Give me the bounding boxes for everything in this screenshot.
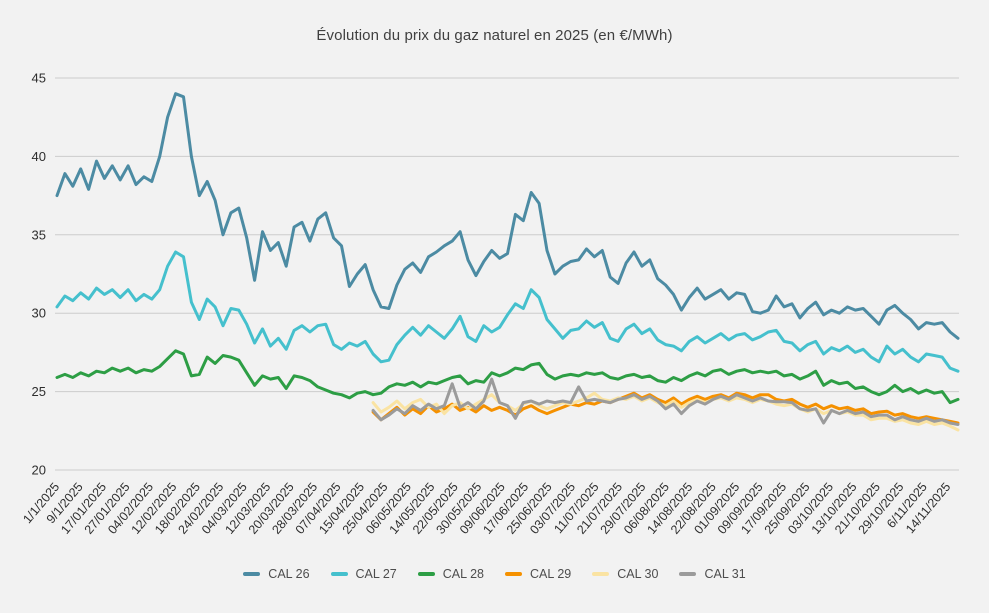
legend-label-cal-30: CAL 30: [617, 567, 659, 581]
legend-item-cal-26: CAL 26: [243, 567, 310, 581]
series-line-cal-26: [55, 92, 960, 340]
legend-label-cal-31: CAL 31: [704, 567, 746, 581]
legend-item-cal-27: CAL 27: [330, 567, 397, 581]
legend-label-cal-28: CAL 28: [442, 567, 484, 581]
y-axis-label: 20: [32, 463, 46, 478]
legend-swatch-cal-29: [505, 572, 522, 576]
series-line-cal-27: [55, 250, 960, 373]
legend-item-cal-29: CAL 29: [505, 567, 571, 581]
legend-swatch-cal-28: [417, 572, 435, 576]
legend: CAL 26 CAL 27 CAL 28 CAL 29 CAL 30 CAL 31: [0, 567, 989, 581]
series-line-cal-30: [371, 391, 960, 432]
series-line-cal-31: [371, 377, 960, 426]
chart-title: Évolution du prix du gaz naturel en 2025…: [316, 27, 673, 44]
legend-item-cal-28: CAL 28: [417, 567, 484, 581]
legend-swatch-cal-30: [592, 572, 610, 576]
y-axis-label: 25: [32, 384, 46, 399]
legend-swatch-cal-27: [330, 572, 348, 576]
legend-label-cal-26: CAL 26: [268, 567, 310, 581]
legend-item-cal-30: CAL 30: [592, 567, 658, 581]
y-axis-label: 45: [32, 71, 46, 86]
legend-swatch-cal-31: [679, 572, 697, 576]
y-axis-label: 35: [32, 227, 46, 242]
legend-label-cal-29: CAL 29: [530, 567, 572, 581]
y-axis-label: 40: [32, 149, 46, 164]
legend-swatch-cal-26: [243, 572, 261, 576]
series-line-cal-28: [55, 349, 960, 405]
legend-label-cal-27: CAL 27: [355, 567, 397, 581]
y-axis-label: 30: [32, 306, 46, 321]
legend-item-cal-31: CAL 31: [679, 567, 746, 581]
